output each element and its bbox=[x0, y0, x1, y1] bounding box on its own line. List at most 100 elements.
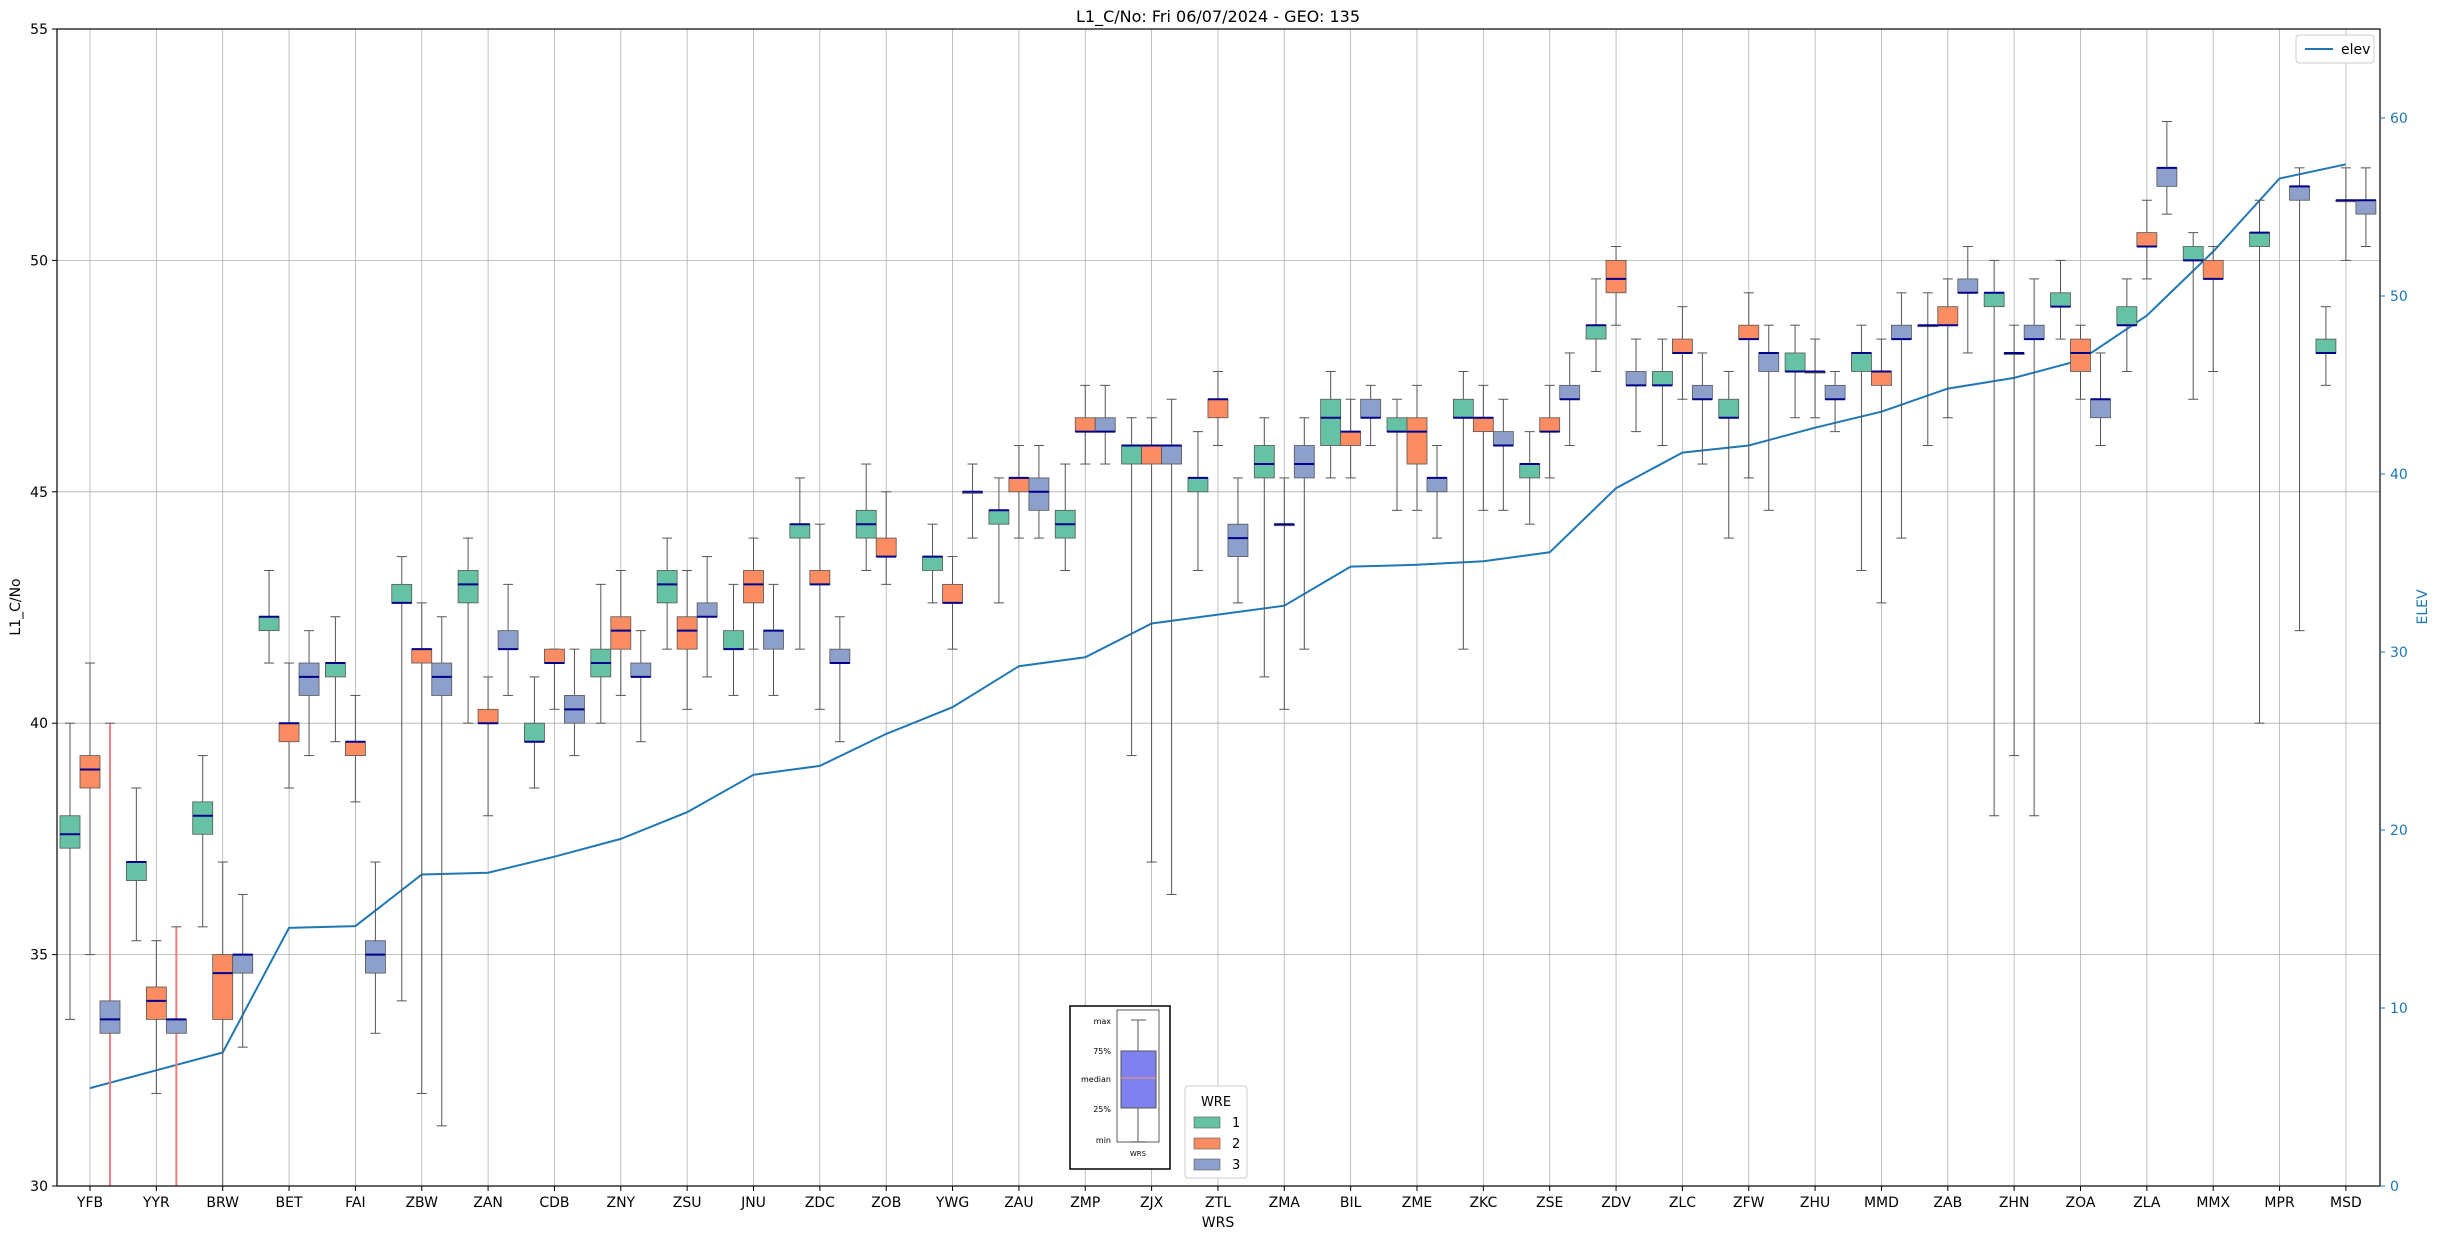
box-YFB-wre1 bbox=[59, 722, 81, 1020]
y2-tick-label: 50 bbox=[2390, 289, 2408, 305]
box-ZLC-wre1 bbox=[1652, 338, 1673, 447]
box-body bbox=[1625, 371, 1647, 386]
box-body bbox=[59, 815, 81, 849]
y2-axis-label: ELEV bbox=[2415, 589, 2431, 624]
box-MPR-wre1 bbox=[2249, 199, 2270, 724]
box-ZMP-wre2 bbox=[1074, 384, 1096, 465]
x-tick-label: ZMP bbox=[1070, 1195, 1100, 1211]
box-ZAB-wre1 bbox=[1917, 292, 1939, 447]
box-ZAU-wre1 bbox=[988, 477, 1010, 604]
box-body bbox=[1957, 278, 1979, 294]
box-MMD-wre2 bbox=[1871, 338, 1892, 604]
box-ZMP-wre1 bbox=[1054, 463, 1076, 571]
box-MMX-wre1 bbox=[2182, 232, 2204, 400]
box-body bbox=[1871, 371, 1892, 386]
box-ZMA-wre2 bbox=[1273, 477, 1295, 710]
box-body bbox=[988, 509, 1010, 525]
box-body bbox=[1692, 384, 1713, 400]
x-tick-label: ZDV bbox=[1601, 1195, 1631, 1211]
box-body bbox=[324, 662, 346, 678]
box-ZLA-wre3 bbox=[2156, 121, 2178, 215]
box-body bbox=[497, 630, 519, 650]
box-JNU-wre3 bbox=[763, 583, 784, 696]
box-body bbox=[344, 741, 366, 756]
box-YWG-wre2 bbox=[942, 556, 963, 650]
box-body bbox=[1891, 324, 1912, 340]
box-ZHU-wre3 bbox=[1824, 370, 1846, 433]
box-body bbox=[2355, 199, 2377, 215]
box-body bbox=[875, 537, 897, 557]
box-ZME-wre3 bbox=[1426, 445, 1448, 539]
box-body bbox=[1585, 324, 1607, 340]
wre-legend-label-2: 2 bbox=[1232, 1137, 1240, 1152]
box-body bbox=[1937, 306, 1959, 326]
box-body bbox=[2070, 338, 2091, 372]
box-body bbox=[544, 648, 565, 664]
box-ZDV-wre3 bbox=[1625, 338, 1647, 433]
inset-label-median: median bbox=[1081, 1075, 1111, 1084]
y2-tick-label: 20 bbox=[2390, 823, 2408, 839]
box-ZAN-wre2 bbox=[477, 676, 499, 817]
wre-legend-title: WRE bbox=[1201, 1095, 1231, 1110]
x-tick-label: YWG bbox=[935, 1195, 969, 1211]
box-body bbox=[1472, 417, 1494, 433]
x-tick-label: ZDC bbox=[805, 1195, 835, 1211]
box-YYR-wre1 bbox=[125, 787, 147, 942]
box-ZOB-wre2 bbox=[875, 491, 897, 585]
box-body bbox=[391, 583, 413, 604]
box-ZAB-wre3 bbox=[1957, 246, 1979, 354]
box-ZHN-wre3 bbox=[2023, 278, 2045, 817]
box-body bbox=[1492, 431, 1514, 446]
x-tick-label: ZLA bbox=[2133, 1195, 2161, 1211]
box-body bbox=[1360, 398, 1382, 419]
box-body bbox=[477, 708, 499, 724]
box-ZDC-wre3 bbox=[829, 616, 851, 743]
box-MMD-wre3 bbox=[1891, 292, 1912, 539]
box-body bbox=[232, 954, 254, 974]
inset-box bbox=[1120, 1050, 1157, 1109]
box-body bbox=[789, 523, 811, 539]
box-ZBW-wre3 bbox=[431, 616, 453, 1127]
elev-legend: elev bbox=[2295, 34, 2375, 64]
x-tick-label: ZAB bbox=[1933, 1195, 1962, 1211]
x-tick-label: YFB bbox=[76, 1195, 103, 1211]
box-body bbox=[145, 986, 167, 1020]
box-FAI-wre3 bbox=[364, 861, 386, 1034]
box-body bbox=[1426, 477, 1448, 493]
box-body bbox=[1207, 398, 1229, 419]
box-body bbox=[809, 570, 831, 585]
x-tick-label: ZHU bbox=[1800, 1195, 1830, 1211]
box-ZOA-wre2 bbox=[2070, 324, 2091, 400]
x-tick-label: JNU bbox=[740, 1195, 766, 1211]
box-body bbox=[1672, 338, 1693, 354]
box-ZSU-wre3 bbox=[696, 556, 718, 678]
box-ZSE-wre3 bbox=[1559, 352, 1581, 447]
y-tick-label: 40 bbox=[30, 716, 48, 732]
y2-tick-label: 60 bbox=[2390, 111, 2408, 127]
box-ZLA-wre2 bbox=[2136, 199, 2158, 280]
box-body bbox=[1652, 371, 1673, 386]
elev-legend-label: elev bbox=[2341, 42, 2370, 58]
box-body bbox=[192, 801, 214, 835]
box-body bbox=[212, 954, 234, 1020]
box-CDB-wre3 bbox=[564, 648, 585, 757]
box-body bbox=[1227, 523, 1249, 557]
x-tick-label: ZJX bbox=[1140, 1195, 1164, 1211]
box-ZHN-wre1 bbox=[1983, 259, 2005, 817]
box-body bbox=[1452, 398, 1474, 419]
box-ZJX-wre2 bbox=[1141, 417, 1162, 863]
y2-tick-label: 0 bbox=[2390, 1179, 2399, 1195]
x-tick-label: ZKC bbox=[1469, 1195, 1497, 1211]
box-JNU-wre2 bbox=[743, 537, 764, 650]
x-tick-label: BIL bbox=[1340, 1195, 1362, 1211]
box-BRW-wre3 bbox=[232, 893, 254, 1048]
x-tick-label: ZNY bbox=[606, 1195, 635, 1211]
box-body bbox=[1293, 445, 1315, 479]
y-axis-label: L1_C/No bbox=[8, 578, 24, 635]
box-ZME-wre2 bbox=[1406, 384, 1428, 511]
box-body bbox=[829, 648, 851, 664]
box-body bbox=[99, 1000, 121, 1034]
box-ZDC-wre2 bbox=[809, 523, 831, 710]
box-BIL-wre3 bbox=[1360, 384, 1382, 447]
